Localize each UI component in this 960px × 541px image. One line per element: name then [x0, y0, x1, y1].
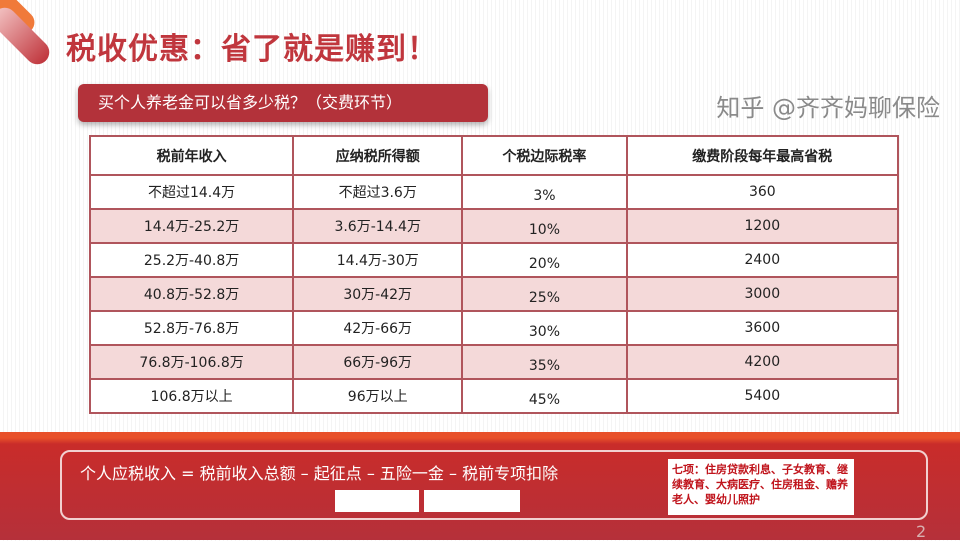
table-cell: 3.6万-14.4万 [292, 208, 464, 244]
table-row: 14.4万-25.2万 3.6万-14.4万 10% 1200 [88, 208, 900, 244]
column-header: 应纳税所得额 [292, 135, 464, 176]
formula-box [60, 450, 928, 520]
column-header: 缴费阶段每年最高省税 [625, 135, 900, 176]
table-cell: 96万以上 [292, 378, 464, 414]
table-cell: 14.4万-30万 [292, 242, 464, 278]
table-cell: 不超过3.6万 [292, 174, 464, 210]
table-cell: 3000 [625, 276, 900, 312]
table-cell: 3600 [625, 310, 900, 346]
table-cell: 4200 [625, 344, 900, 380]
table-cell: 20% [461, 242, 628, 278]
table-row: 106.8万以上 96万以上 45% 5400 [88, 378, 900, 414]
table-cell: 1200 [625, 208, 900, 244]
table-cell: 3% [461, 174, 628, 210]
table-cell: 360 [625, 174, 900, 210]
table-cell: 25.2万-40.8万 [88, 242, 295, 278]
table-cell: 45% [461, 378, 628, 414]
redaction-box [335, 490, 419, 512]
redaction-box [424, 490, 520, 512]
table-cell: 5400 [625, 378, 900, 414]
formula-text: 个人应税收入 = 税前收入总额 – 起征点 – 五险一金 – 税前专项扣除 [80, 464, 559, 483]
table-row: 25.2万-40.8万 14.4万-30万 20% 2400 [88, 242, 900, 278]
table-row: 40.8万-52.8万 30万-42万 25% 3000 [88, 276, 900, 312]
table-cell: 30万-42万 [292, 276, 464, 312]
table-cell: 25% [461, 276, 628, 312]
table-cell: 66万-96万 [292, 344, 464, 380]
column-header: 税前年收入 [88, 135, 295, 176]
table-cell: 40.8万-52.8万 [88, 276, 295, 312]
page-number: 2 [916, 522, 927, 541]
table-row: 76.8万-106.8万 66万-96万 35% 4200 [88, 344, 900, 380]
table-row: 52.8万-76.8万 42万-66万 30% 3600 [88, 310, 900, 346]
table-cell: 2400 [625, 242, 900, 278]
table-cell: 35% [461, 344, 628, 380]
table-cell: 52.8万-76.8万 [88, 310, 295, 346]
deduction-note: 七项：住房贷款利息、子女教育、继续教育、大病医疗、住房租金、赡养老人、婴幼儿照护 [668, 459, 854, 515]
table-row: 不超过14.4万 不超过3.6万 3% 360 [88, 174, 900, 210]
table-cell: 不超过14.4万 [88, 174, 295, 210]
table-cell: 30% [461, 310, 628, 346]
page-title: 税收优惠：省了就是赚到！ [66, 32, 438, 67]
table-cell: 42万-66万 [292, 310, 464, 346]
table-cell: 10% [461, 208, 628, 244]
table-cell: 106.8万以上 [88, 378, 295, 414]
section-subtitle: 买个人养老金可以省多少税？（交费环节） [78, 84, 488, 122]
column-header: 个税边际税率 [461, 135, 628, 176]
table-cell: 76.8万-106.8万 [88, 344, 295, 380]
table-cell: 14.4万-25.2万 [88, 208, 295, 244]
watermark: 知乎 @齐齐妈聊保险 [716, 94, 940, 122]
tax-table: 税前年收入 应纳税所得额 个税边际税率 缴费阶段每年最高省税 不超过14.4万 不超过3… [88, 135, 900, 414]
